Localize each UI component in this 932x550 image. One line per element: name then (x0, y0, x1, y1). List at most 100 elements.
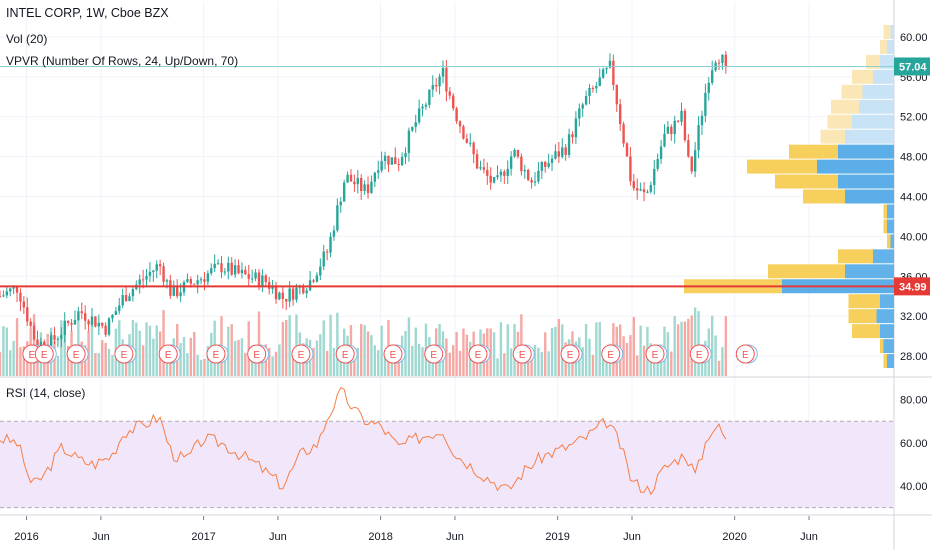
earnings-marker[interactable] (291, 344, 311, 364)
earnings-marker[interactable] (689, 344, 709, 364)
candle (717, 62, 721, 64)
vpvr-down-bar (866, 54, 880, 69)
earnings-marker[interactable] (735, 344, 755, 364)
candle (148, 272, 152, 276)
volume-bar (155, 325, 158, 376)
volume-bar (285, 320, 288, 376)
volume-bar (700, 353, 704, 376)
candle (479, 167, 482, 169)
rsi-band (0, 421, 894, 508)
volume-bar (189, 337, 193, 376)
candle (73, 320, 77, 325)
volume-bar (312, 347, 315, 376)
candle (387, 155, 390, 165)
earnings-marker[interactable] (158, 344, 178, 364)
candle (400, 157, 404, 166)
candle (601, 69, 605, 78)
symbol-legend[interactable]: INTEL CORP, 1W, Cboe BZX (6, 6, 169, 20)
earnings-marker-label: E (567, 350, 574, 361)
candle (308, 280, 312, 291)
vpvr-up-bar (845, 129, 894, 144)
candle (397, 164, 400, 166)
earnings-marker[interactable] (114, 344, 134, 364)
volume-bar (107, 348, 111, 376)
earnings-marker[interactable] (383, 344, 403, 364)
earnings-marker[interactable] (34, 344, 54, 364)
volume-bar (492, 332, 496, 376)
candle (523, 170, 526, 172)
candle (438, 76, 441, 87)
earnings-marker[interactable] (424, 344, 444, 364)
volume-bar (315, 340, 319, 376)
candle (15, 286, 19, 293)
candle (237, 265, 240, 274)
vpvr-down-bar (827, 114, 852, 129)
earnings-marker[interactable] (66, 344, 86, 364)
volume-bar (22, 346, 26, 376)
vpvr-up-bar (838, 174, 894, 189)
candle (124, 295, 128, 302)
candle (66, 320, 70, 323)
volume-bar (598, 321, 601, 376)
candle (179, 292, 182, 297)
earnings-marker[interactable] (468, 344, 488, 364)
volume-bar (373, 345, 377, 376)
vpvr-down-bar (789, 144, 838, 159)
earnings-marker-label: E (298, 350, 305, 361)
rsi-legend[interactable]: RSI (14, close) (6, 386, 86, 400)
earnings-marker[interactable] (335, 344, 355, 364)
volume-bar (670, 351, 673, 376)
earnings-marker[interactable] (206, 344, 226, 364)
volume-bar (499, 322, 503, 376)
candle (499, 171, 503, 176)
volume-bar (240, 338, 244, 376)
candle (721, 54, 724, 64)
volume-bar (101, 340, 104, 376)
candle (656, 158, 659, 169)
candle (29, 321, 32, 326)
candle (302, 286, 305, 294)
candle (687, 140, 690, 157)
candle (666, 126, 670, 134)
earnings-marker-label: E (121, 350, 128, 361)
candle (271, 286, 274, 289)
vpvr-up-bar (887, 219, 894, 234)
candle (697, 125, 700, 151)
earnings-marker[interactable] (601, 344, 621, 364)
candle (629, 156, 632, 182)
volume-bar (271, 356, 274, 376)
price-tick-label: 52.00 (900, 112, 928, 124)
volume-bar (223, 355, 227, 376)
candle (680, 110, 683, 122)
earnings-marker[interactable] (512, 344, 532, 364)
volume-bar (455, 332, 458, 376)
earnings-marker-label: E (696, 350, 703, 361)
candle (506, 168, 509, 176)
candle (704, 92, 707, 116)
candle (138, 279, 141, 285)
candle (496, 175, 499, 178)
volume-bar (584, 324, 588, 376)
candle (581, 104, 584, 109)
volume-bar (268, 347, 271, 376)
candle (567, 134, 571, 155)
volume-legend[interactable]: Vol (20) (6, 32, 48, 46)
candle (486, 169, 489, 176)
vpvr-up-bar (887, 39, 894, 54)
candle (339, 201, 342, 206)
candle (233, 265, 237, 275)
vpvr-legend[interactable]: VPVR (Number Of Rows, 24, Up/Down, 70) (6, 54, 239, 68)
earnings-marker[interactable] (247, 344, 267, 364)
candle (305, 290, 308, 294)
earnings-marker[interactable] (645, 344, 665, 364)
earnings-marker[interactable] (560, 344, 580, 364)
volume-bar (165, 354, 169, 376)
volume-bar (591, 354, 595, 376)
volume-bar (141, 345, 145, 376)
candle (428, 89, 431, 105)
candle (206, 273, 210, 282)
candle (513, 149, 516, 157)
volume-bar (544, 332, 547, 376)
candle (642, 189, 646, 193)
